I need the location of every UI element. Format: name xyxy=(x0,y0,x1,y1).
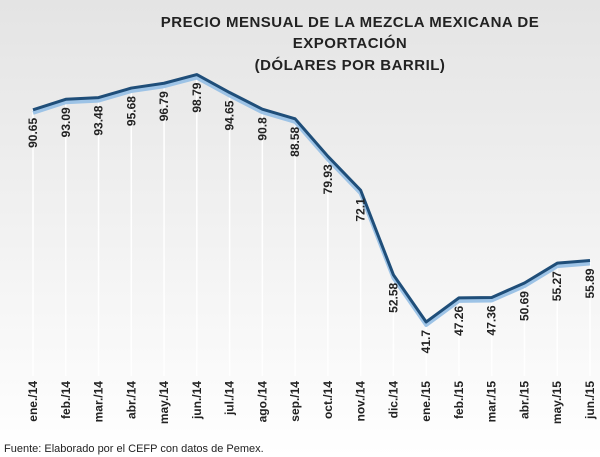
line-shadow xyxy=(32,75,591,327)
data-label: 79.93 xyxy=(321,164,335,194)
x-tick-label: mar./15 xyxy=(485,381,499,423)
x-tick-label: jul./14 xyxy=(223,381,237,416)
x-tick-label: jun./14 xyxy=(190,381,204,420)
source-note: Fuente: Elaborado por el CEFP con datos … xyxy=(4,443,264,455)
data-label: 95.68 xyxy=(124,96,138,126)
data-label: 50.69 xyxy=(517,291,531,321)
data-label: 88.58 xyxy=(288,126,302,156)
data-label: 72.1 xyxy=(354,198,368,222)
data-label: 55.27 xyxy=(550,271,564,301)
chart-subtitle: (DÓLARES POR BARRIL) xyxy=(255,56,446,74)
x-tick-label: jun./15 xyxy=(583,381,597,420)
x-tick-label: feb./15 xyxy=(452,381,466,419)
data-label: 90.8 xyxy=(255,117,269,141)
chart-title: PRECIO MENSUAL DE LA MEZCLA MEXICANA DE xyxy=(161,14,539,31)
x-tick-label: nov./14 xyxy=(354,381,368,422)
line xyxy=(32,73,591,324)
x-tick-label: ene./15 xyxy=(419,381,433,422)
x-tick-label: feb./14 xyxy=(59,381,73,419)
data-label: 98.79 xyxy=(190,82,204,112)
data-label: 47.36 xyxy=(485,305,499,335)
x-tick-label: abr./15 xyxy=(517,381,531,419)
x-tick-label: may./14 xyxy=(157,381,171,424)
x-tick-label: ene./14 xyxy=(26,381,40,422)
data-label: 93.09 xyxy=(59,107,73,137)
x-tick-label: abr./14 xyxy=(124,381,138,419)
data-label: 93.48 xyxy=(92,105,106,135)
data-label: 96.79 xyxy=(157,91,171,121)
data-label: 47.26 xyxy=(452,306,466,336)
x-tick-label: sep./14 xyxy=(288,381,302,422)
x-tick-label: ago./14 xyxy=(255,381,269,423)
data-label: 90.65 xyxy=(26,118,40,148)
x-tick-label: oct./14 xyxy=(321,381,335,419)
chart-title: EXPORTACIÓN xyxy=(293,34,407,52)
x-tick-label: dic./14 xyxy=(386,381,400,419)
data-label: 41.7 xyxy=(419,330,433,354)
x-tick-label: may./15 xyxy=(550,381,564,424)
data-label: 52.58 xyxy=(386,282,400,312)
data-label: 94.65 xyxy=(223,100,237,130)
data-label: 55.89 xyxy=(583,268,597,298)
x-tick-label: mar./14 xyxy=(92,381,106,423)
